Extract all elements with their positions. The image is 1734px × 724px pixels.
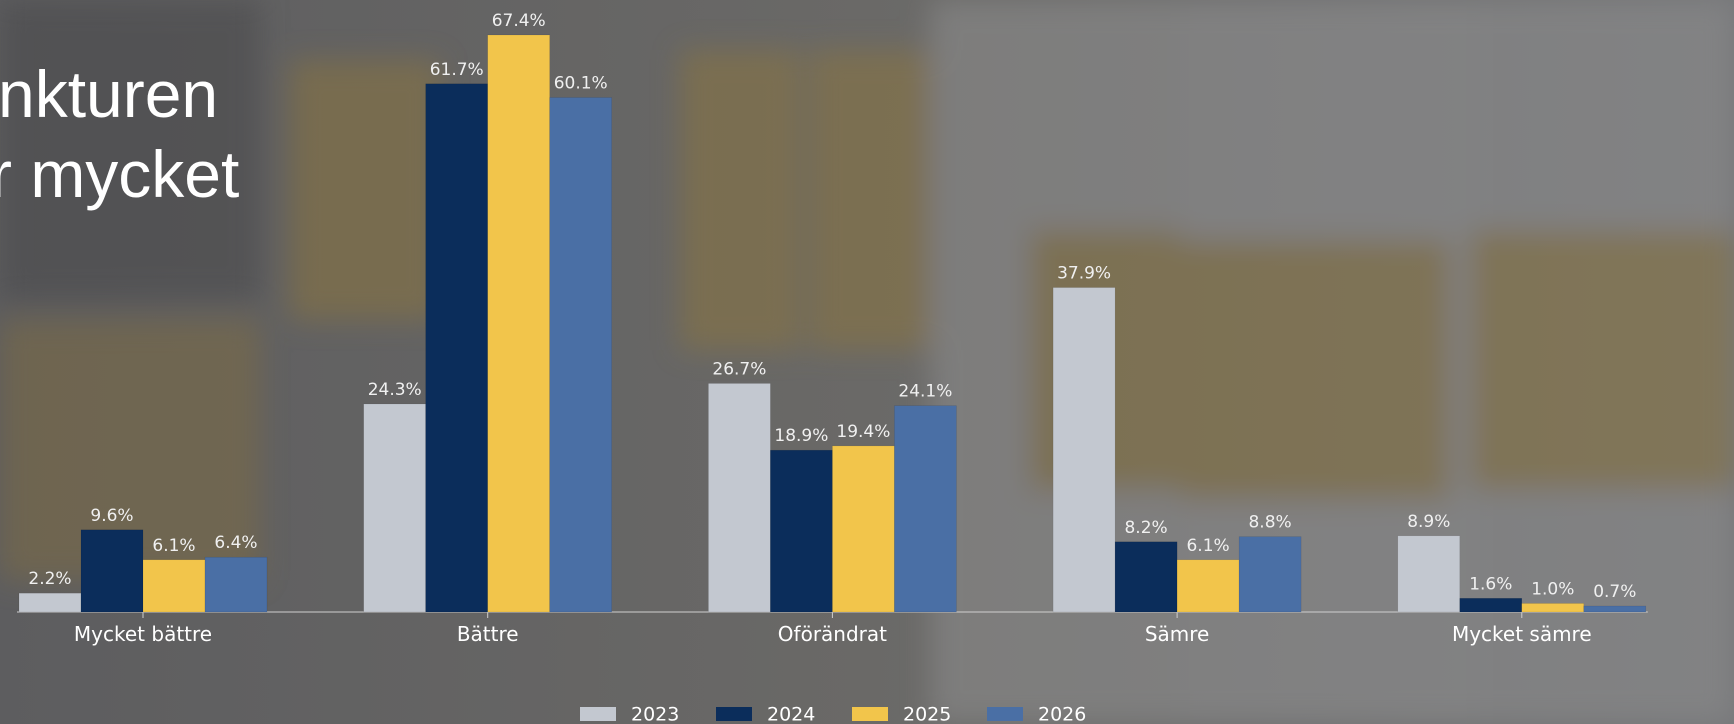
data-label: 37.9% — [1057, 264, 1111, 284]
bar — [80, 529, 144, 613]
x-tick-label: Oförändrat — [778, 622, 887, 646]
data-label: 9.6% — [90, 506, 133, 526]
data-label: 6.4% — [214, 533, 257, 553]
x-tick-label: Mycket bättre — [74, 622, 212, 646]
bar — [1521, 603, 1585, 613]
legend-label: 2026 — [1038, 704, 1086, 724]
bar — [1583, 605, 1647, 613]
data-label: 1.0% — [1531, 579, 1574, 599]
data-label: 8.9% — [1407, 512, 1450, 532]
x-tick-label: Bättre — [457, 622, 519, 646]
data-label: 60.1% — [554, 73, 608, 93]
bar — [832, 445, 895, 613]
bar — [204, 556, 268, 613]
legend-swatch — [716, 707, 752, 721]
bar — [1459, 598, 1523, 613]
bar — [770, 449, 833, 613]
data-label: 1.6% — [1469, 574, 1512, 594]
bar — [425, 83, 488, 613]
bar — [549, 97, 612, 613]
legend-swatch — [580, 707, 616, 721]
data-label: 67.4% — [492, 11, 546, 31]
title-line: r mycket — [0, 137, 239, 211]
x-tick-label: Mycket sämre — [1452, 622, 1592, 646]
data-label: 2.2% — [28, 569, 71, 589]
data-label: 8.2% — [1124, 518, 1167, 538]
data-label: 24.1% — [898, 382, 952, 402]
bar — [18, 592, 82, 613]
bar — [1238, 536, 1302, 613]
x-tick-label: Sämre — [1145, 622, 1210, 646]
bar — [142, 559, 206, 613]
bar — [1114, 541, 1178, 613]
legend-swatch — [987, 707, 1023, 721]
data-label: 0.7% — [1593, 582, 1636, 602]
bar — [708, 383, 771, 613]
bar — [487, 34, 550, 613]
legend-swatch — [852, 707, 888, 721]
data-label: 24.3% — [368, 380, 422, 400]
bar — [363, 403, 426, 613]
data-label: 18.9% — [774, 426, 828, 446]
data-label: 61.7% — [430, 60, 484, 80]
bar — [1176, 559, 1240, 613]
bar — [894, 405, 957, 613]
data-label: 6.1% — [1186, 536, 1229, 556]
legend-label: 2025 — [903, 704, 951, 724]
title-line: nkturen — [0, 57, 218, 131]
bar — [1052, 287, 1116, 613]
data-label: 6.1% — [152, 536, 195, 556]
data-label: 26.7% — [712, 359, 766, 379]
bar — [1397, 535, 1461, 613]
legend-label: 2023 — [631, 704, 679, 724]
data-label: 8.8% — [1248, 513, 1291, 533]
legend-label: 2024 — [767, 704, 815, 724]
data-label: 19.4% — [836, 422, 890, 442]
